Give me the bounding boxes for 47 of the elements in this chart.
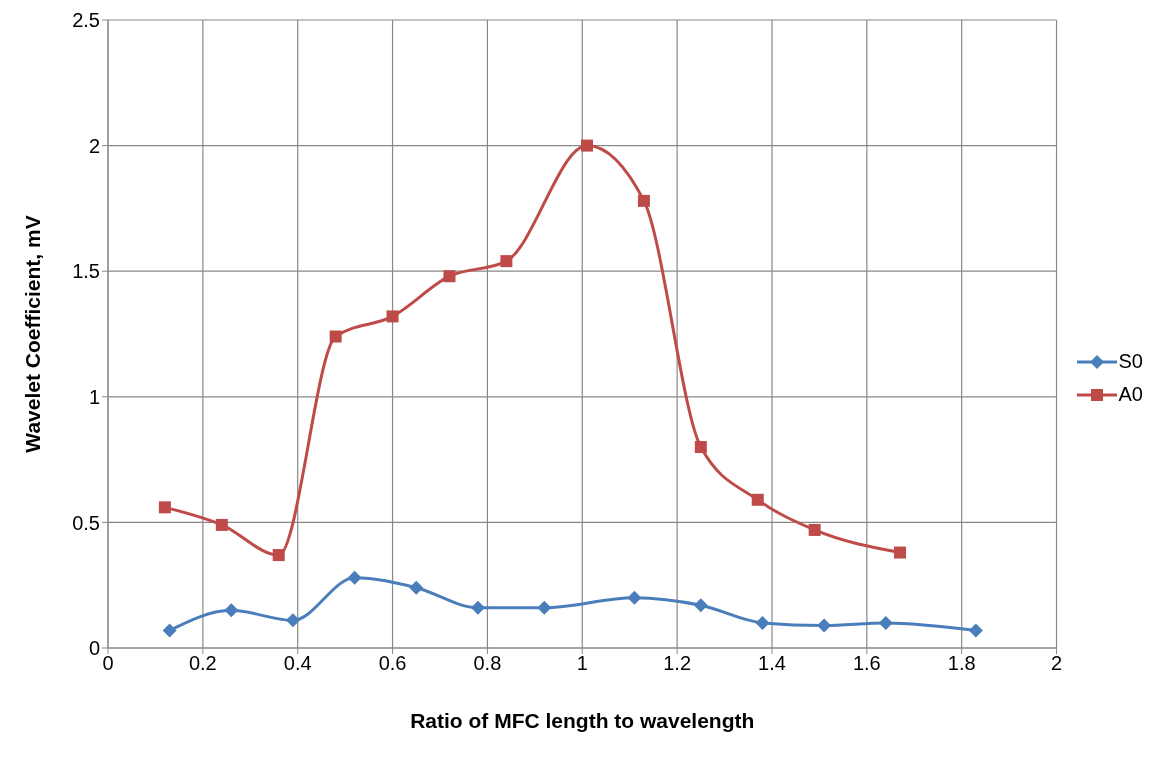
x-axis-title: Ratio of MFC length to wavelength (410, 709, 755, 732)
point (693, 598, 708, 613)
y-tick-label: 0.5 (72, 511, 100, 534)
x-tick-label: 2 (1050, 652, 1063, 675)
x-tick-label: 0.4 (283, 652, 312, 675)
point (329, 330, 342, 343)
point (751, 493, 764, 506)
y-tick-label: 2 (88, 134, 100, 157)
point (285, 613, 300, 628)
point (581, 139, 594, 152)
point (894, 546, 907, 559)
x-tick-label: 1 (576, 652, 588, 675)
point (215, 518, 228, 531)
x-tick-label: 1.4 (758, 652, 786, 675)
x-tick-label: 0.6 (378, 652, 407, 675)
point (470, 600, 485, 615)
point (443, 270, 456, 283)
point (162, 623, 177, 638)
point (386, 310, 399, 323)
point (817, 618, 832, 633)
point (500, 255, 513, 268)
y-axis-title: Wavelet Coefficient, mV (21, 215, 45, 453)
legend-label: S0 (1118, 350, 1143, 373)
point (347, 570, 362, 585)
point (537, 600, 552, 615)
x-tick-label: 1.8 (947, 652, 976, 675)
point (694, 441, 707, 454)
y-tick-label: 0 (88, 637, 100, 660)
point (409, 580, 424, 595)
y-tick-label: 1.5 (72, 260, 100, 283)
x-tick-label: 0 (102, 652, 114, 675)
point (272, 549, 285, 562)
y-tick-label: 2.5 (72, 9, 100, 32)
point (637, 194, 650, 207)
point (878, 615, 893, 630)
point (627, 590, 642, 605)
point (808, 523, 821, 536)
point (224, 603, 239, 618)
point (755, 615, 770, 630)
x-tick-label: 0.8 (473, 652, 502, 675)
x-tick-label: 0.2 (188, 652, 217, 675)
x-tick-label: 1.2 (663, 652, 692, 675)
y-tick-label: 1 (88, 385, 100, 408)
x-tick-label: 1.6 (852, 652, 881, 675)
point (158, 501, 171, 514)
legend-label: A0 (1118, 383, 1143, 406)
point (968, 623, 983, 638)
